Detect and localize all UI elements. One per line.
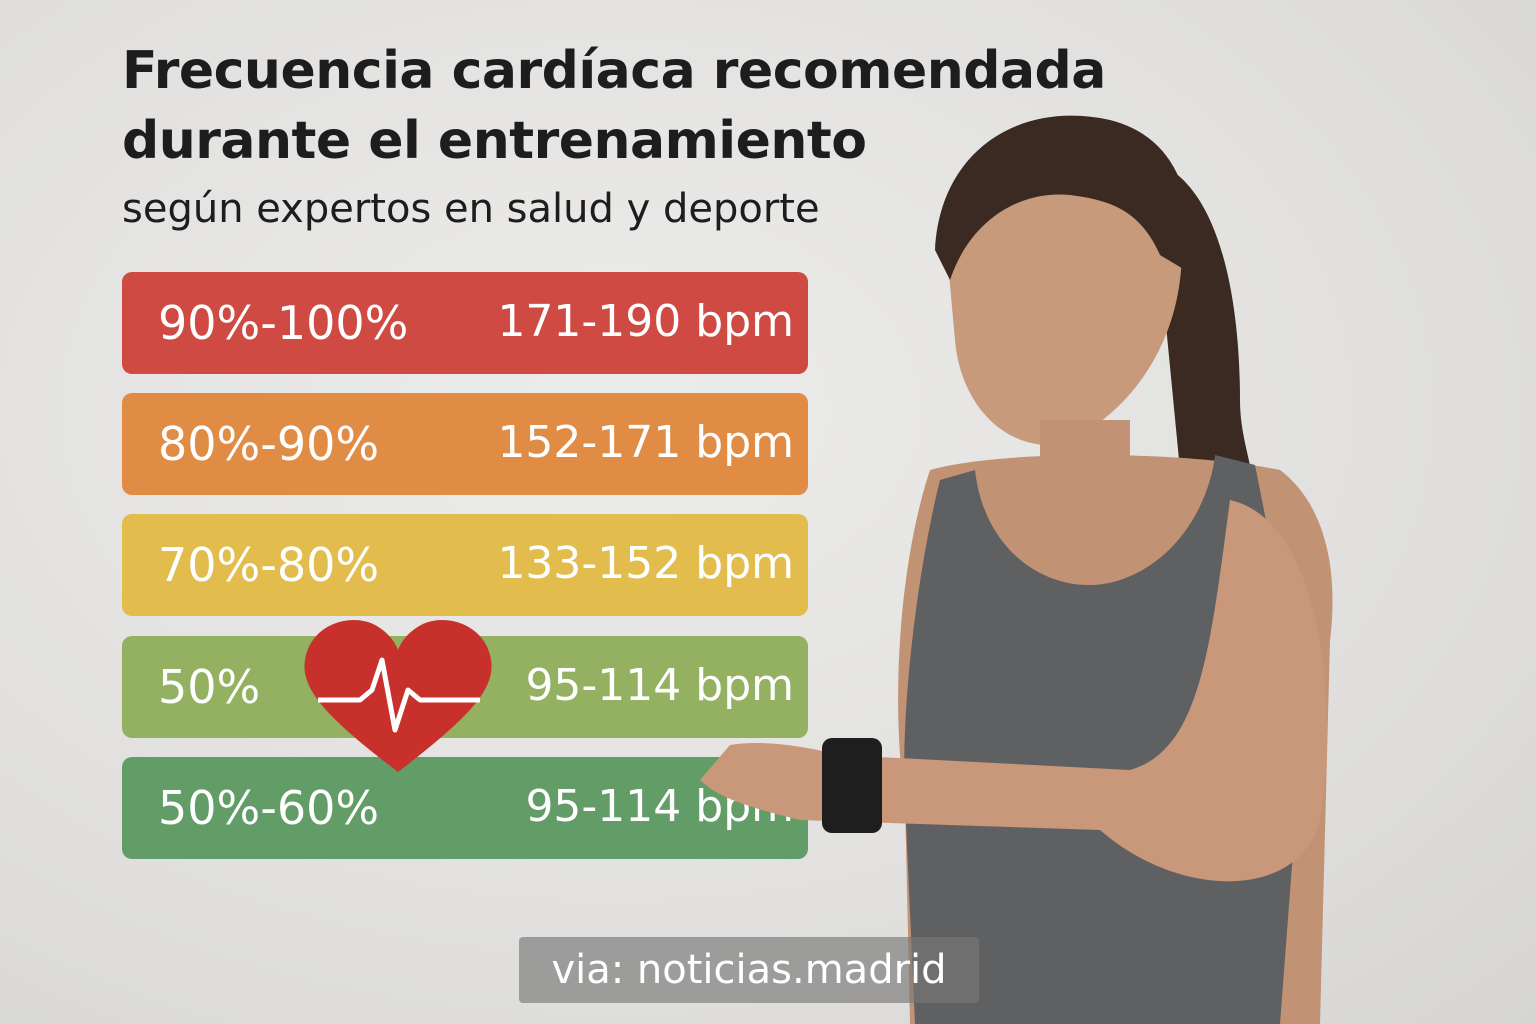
zone-bpm: 171-190 bpm <box>497 296 794 347</box>
zone-bpm: 152-171 bpm <box>497 417 794 468</box>
title-line: Frecuencia cardíaca recomendada <box>122 41 1106 101</box>
zone-bpm: 95-114 bpm <box>525 660 794 711</box>
zone-percent: 90%-100% <box>158 296 409 350</box>
zone-percent: 70%-80% <box>158 538 380 592</box>
zone-row: 80%-90% 152-171 bpm <box>122 393 808 495</box>
zone-percent: 80%-90% <box>158 417 380 471</box>
zone-row: 90%-100% 171-190 bpm <box>122 272 808 374</box>
person <box>700 115 1333 1024</box>
heart-icon <box>304 620 492 772</box>
title: Frecuencia cardíaca recomendada durante … <box>122 36 1106 176</box>
subtitle: según expertos en salud y deporte <box>122 186 820 232</box>
zone-bpm: 133-152 bpm <box>497 538 794 589</box>
zone-row: 50%-60% 95-114 bpm <box>122 757 808 859</box>
title-line: durante el entrenamiento <box>122 111 867 171</box>
zone-row: 70%-80% 133-152 bpm <box>122 514 808 616</box>
credit: via: noticias.madrid <box>519 937 979 1003</box>
zone-percent: 50%-60% <box>158 781 380 835</box>
zone-percent: 50% <box>158 660 261 714</box>
